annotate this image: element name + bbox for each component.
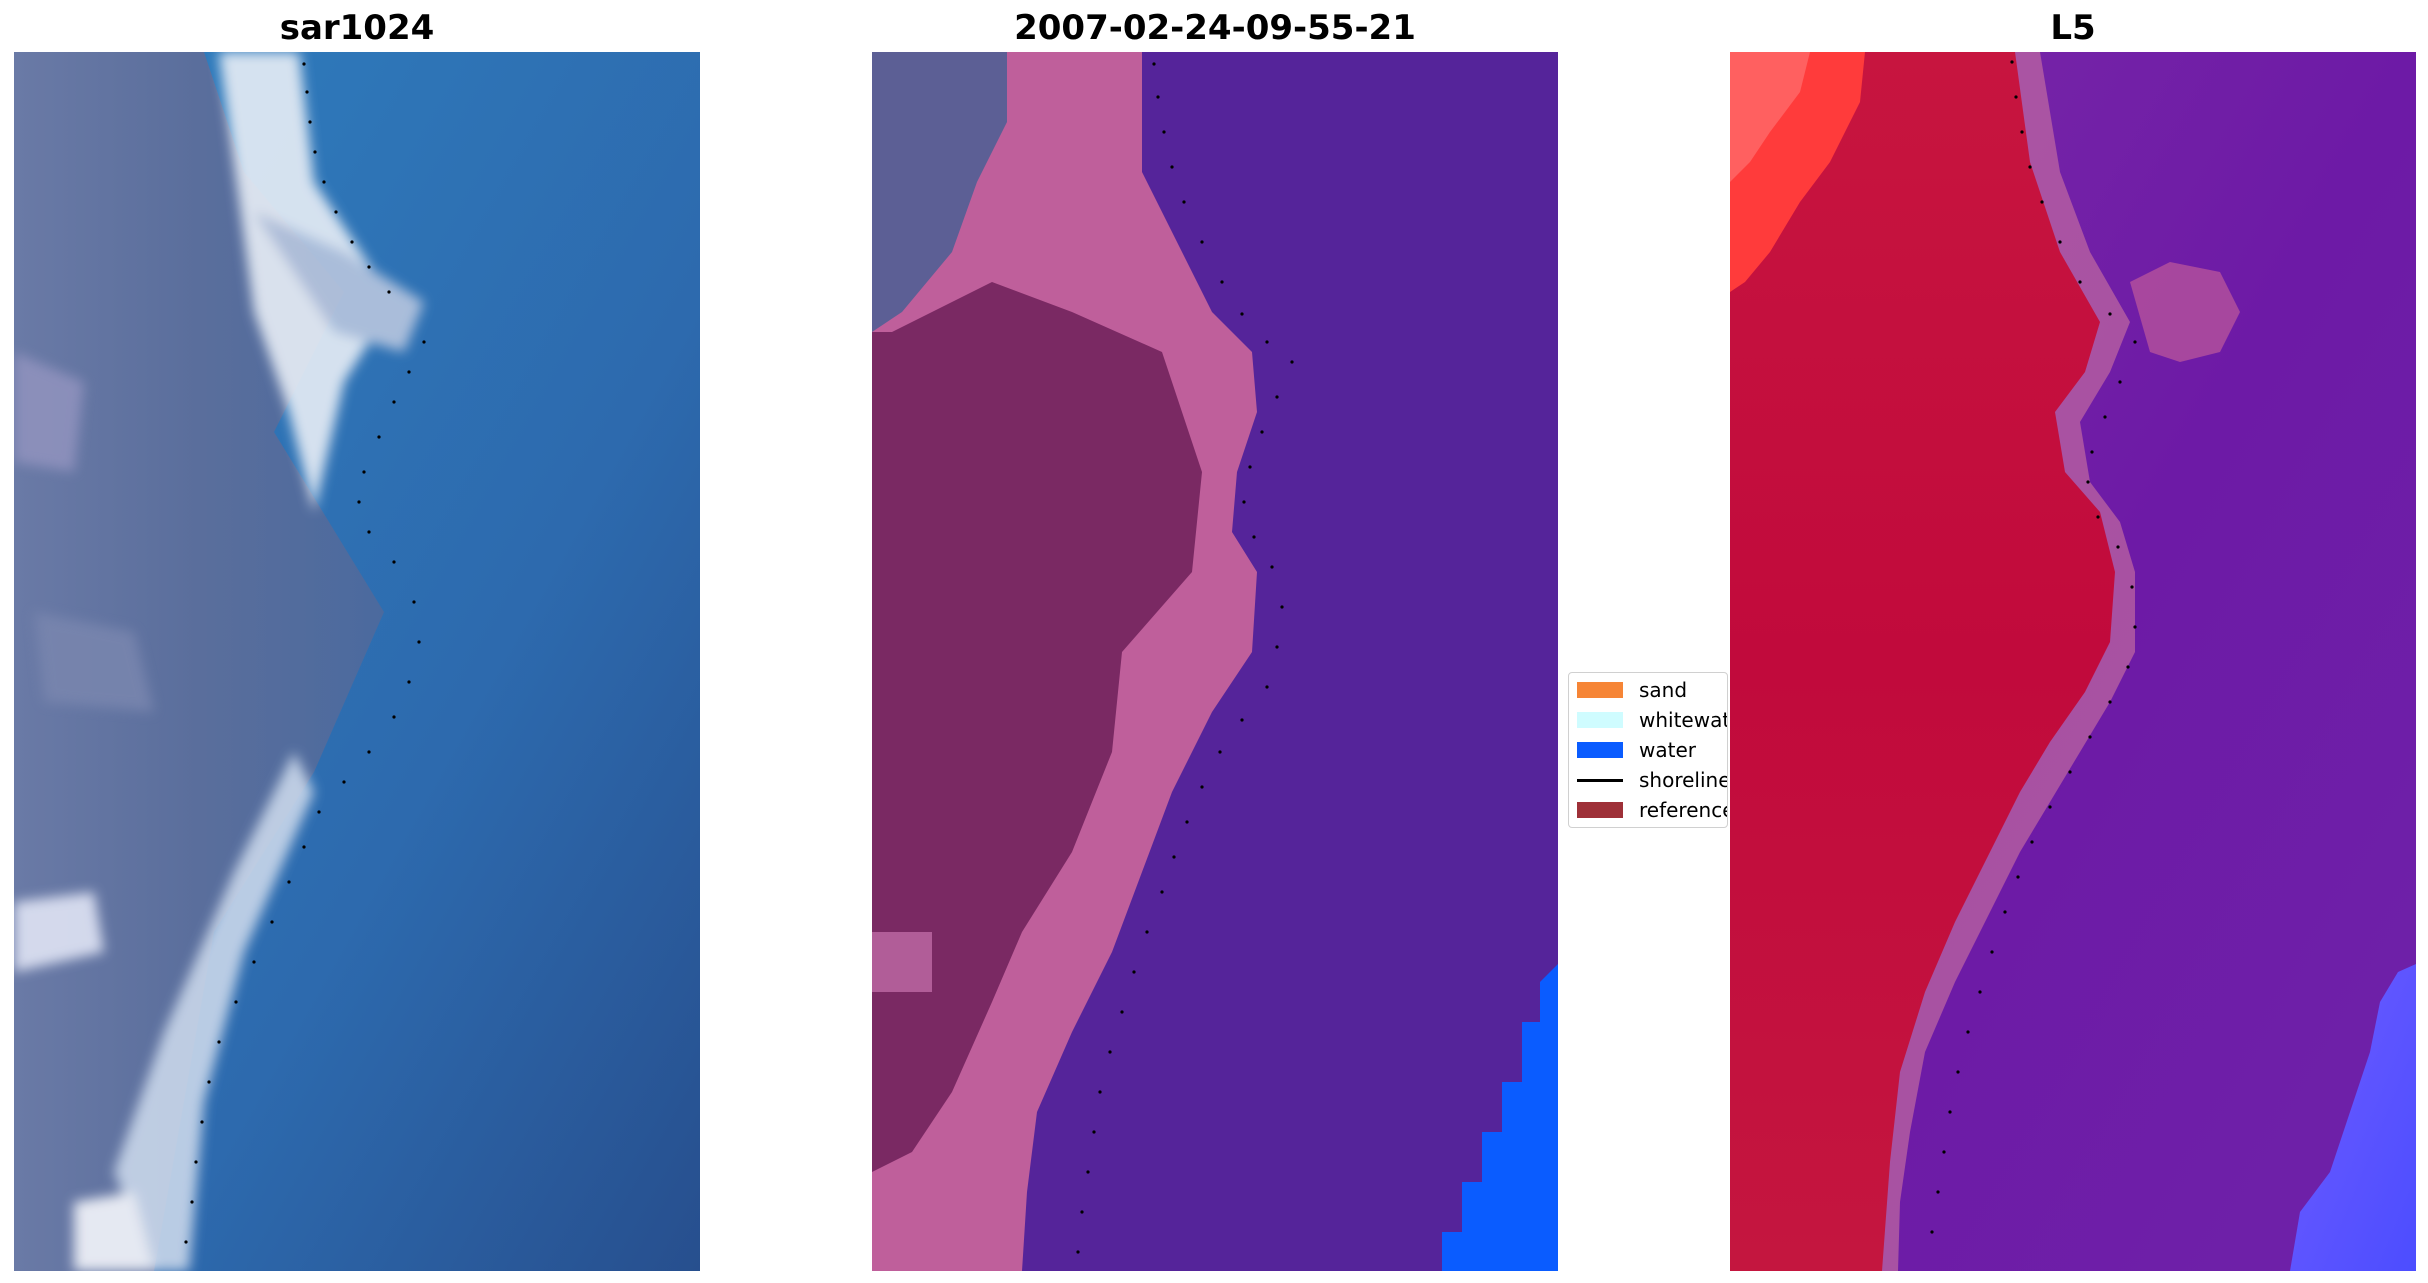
classification-shoreline-dots <box>1076 62 1294 1254</box>
sar1024-image-panel <box>14 52 700 1271</box>
legend-label-whitewater: whitewater <box>1639 708 1727 732</box>
legend-item-water: water <box>1577 737 1696 763</box>
classification-panel <box>872 52 1558 1271</box>
panel-title-sar1024: sar1024 <box>279 8 435 48</box>
water-swatch <box>1577 742 1623 758</box>
legend-label-sand: sand <box>1639 678 1688 702</box>
whitewater-swatch <box>1577 712 1623 728</box>
panel-title-date: 2007-02-24-09-55-21 <box>1014 8 1416 48</box>
legend-item-reference: reference <box>1577 797 1728 823</box>
legend-label-reference: reference <box>1639 798 1728 822</box>
sar-shoreline-dots <box>184 62 426 1244</box>
l5-map <box>1730 52 2416 1271</box>
legend-label-shoreline: shoreline <box>1639 768 1728 792</box>
legend: sand whitewater water shoreline referenc… <box>1568 672 1728 828</box>
panel-title-l5: L5 <box>2050 8 2096 48</box>
sar1024-image <box>14 52 700 1271</box>
legend-item-shoreline: shoreline <box>1577 767 1728 793</box>
classification-map <box>872 52 1558 1271</box>
legend-item-sand: sand <box>1577 677 1687 703</box>
legend-label-water: water <box>1639 738 1696 762</box>
l5-shoreline-dots <box>1930 60 2137 1234</box>
l5-panel <box>1730 52 2416 1271</box>
shoreline-swatch <box>1577 778 1623 782</box>
sand-swatch <box>1577 682 1623 698</box>
legend-item-whitewater: whitewater <box>1577 707 1727 733</box>
reference-swatch <box>1577 802 1623 818</box>
